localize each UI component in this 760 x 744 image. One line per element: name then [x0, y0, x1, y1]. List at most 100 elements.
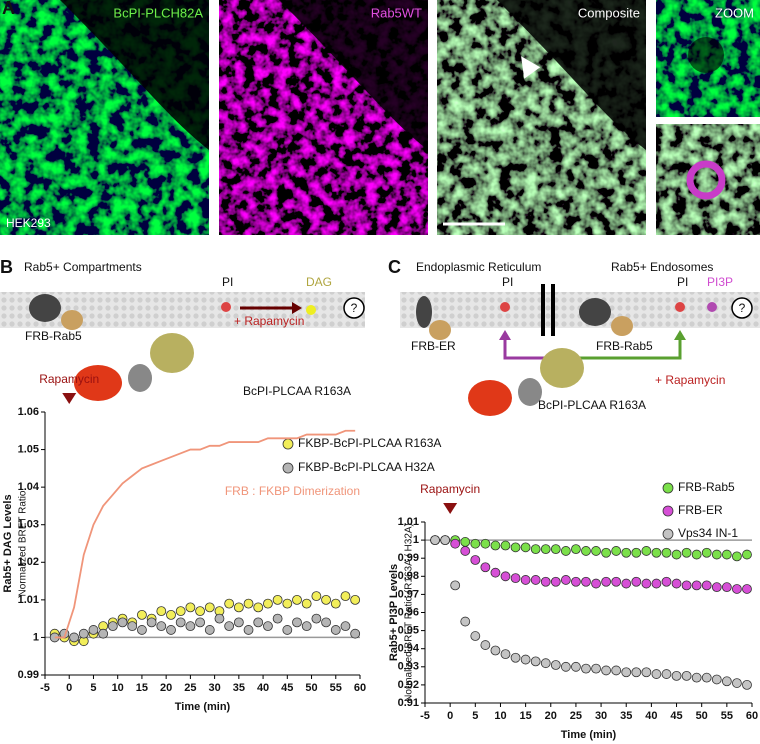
data-point [185, 621, 196, 632]
data-point [330, 598, 341, 609]
data-point [661, 547, 672, 558]
panel-letter: C [388, 257, 401, 277]
protein [579, 298, 611, 326]
annotation-marker [443, 503, 458, 514]
y-tick-label: 1.04 [18, 481, 40, 493]
data-point [571, 576, 581, 587]
data-point [272, 594, 283, 605]
data-point [156, 606, 167, 617]
data-point [571, 544, 581, 555]
data-point [137, 625, 147, 635]
protein-label: FRB-ER [411, 339, 456, 353]
data-point [711, 549, 722, 560]
panel-title: Rab5+ Compartments [24, 260, 142, 274]
y-tick-label: 0.97 [398, 588, 419, 600]
protein [468, 380, 512, 416]
data-point [691, 549, 702, 560]
data-point [621, 667, 632, 678]
data-point [480, 562, 491, 573]
y-tick-label: 1.01 [398, 516, 419, 528]
panel-letter: B [0, 257, 13, 277]
data-point [530, 544, 541, 555]
annotation: Rapamycin [39, 372, 99, 386]
x-tick-label: 55 [721, 710, 733, 722]
data-point [510, 573, 521, 584]
treatment-label: + Rapamycin [655, 373, 725, 387]
arrowhead [499, 330, 511, 340]
data-point [591, 546, 601, 556]
data-point [78, 628, 89, 639]
data-point [611, 546, 622, 556]
lipid-label: PI3P [707, 275, 733, 289]
data-point [540, 576, 551, 587]
lipid-icon [500, 302, 510, 312]
data-point [430, 535, 440, 545]
data-point [701, 547, 712, 558]
data-point [272, 613, 283, 624]
data-point [490, 540, 501, 551]
data-point [224, 621, 235, 632]
data-point [321, 617, 331, 628]
protein-label: BcPI-PLCAA R163A [243, 384, 351, 398]
data-point [301, 621, 312, 632]
protein [29, 294, 61, 322]
x-tick-label: 35 [233, 682, 245, 694]
data-point [350, 594, 361, 605]
data-point [107, 621, 118, 632]
data-point [651, 669, 662, 679]
y-tick-label: 0.94 [398, 643, 420, 655]
data-point [560, 546, 571, 556]
data-point [510, 542, 521, 553]
unknown-label: ? [351, 301, 358, 315]
protein [74, 365, 122, 401]
data-point [631, 576, 642, 587]
data-point [292, 617, 302, 628]
protein [540, 348, 584, 388]
data-point [500, 540, 511, 551]
x-tick-label: -5 [40, 682, 50, 694]
data-point [500, 649, 511, 660]
legend-marker [662, 505, 674, 517]
data-point [500, 571, 511, 582]
x-tick-label: 60 [354, 682, 366, 694]
data-point [701, 580, 712, 591]
x-tick-label: 45 [281, 682, 293, 694]
data-point [195, 606, 205, 617]
data-point [460, 537, 471, 547]
data-point [292, 594, 302, 605]
protein [518, 378, 542, 406]
data-point [204, 602, 215, 613]
x-tick-label: 30 [595, 710, 607, 722]
data-point [591, 578, 601, 589]
y-tick-label: 1.03 [18, 519, 39, 531]
x-axis-title: Time (min) [561, 729, 617, 741]
zoom-vesicle [688, 37, 724, 73]
cell-line-label: HEK293 [6, 216, 51, 230]
data-point [480, 640, 491, 650]
protein [416, 296, 432, 328]
data-point [282, 625, 293, 635]
data-point [166, 625, 176, 635]
x-axis-title: Time (min) [175, 701, 231, 713]
data-point [550, 660, 561, 670]
protein [429, 320, 451, 340]
legend-label: FRB : FKBP Dimerization [225, 484, 360, 498]
panel-title: Endoplasmic Reticulum [416, 260, 541, 274]
legend-label: FRB-ER [678, 503, 723, 517]
image-label: Rab5WT [371, 5, 422, 20]
data-point [560, 575, 571, 585]
data-point [601, 576, 612, 587]
data-point [117, 617, 128, 628]
protein-label: FRB-Rab5 [596, 339, 653, 353]
data-point [520, 542, 531, 553]
data-point [520, 654, 531, 665]
x-tick-label: 20 [545, 710, 557, 722]
y-tick-label: 0.98 [398, 570, 419, 582]
data-point [301, 598, 312, 609]
data-point [156, 621, 167, 632]
data-point [671, 578, 682, 589]
protein-label: FRB-Rab5 [25, 329, 82, 343]
data-point [137, 609, 147, 620]
image-label: BcPI-PLCH82A [113, 5, 203, 20]
y-tick-label: 1 [33, 631, 39, 643]
